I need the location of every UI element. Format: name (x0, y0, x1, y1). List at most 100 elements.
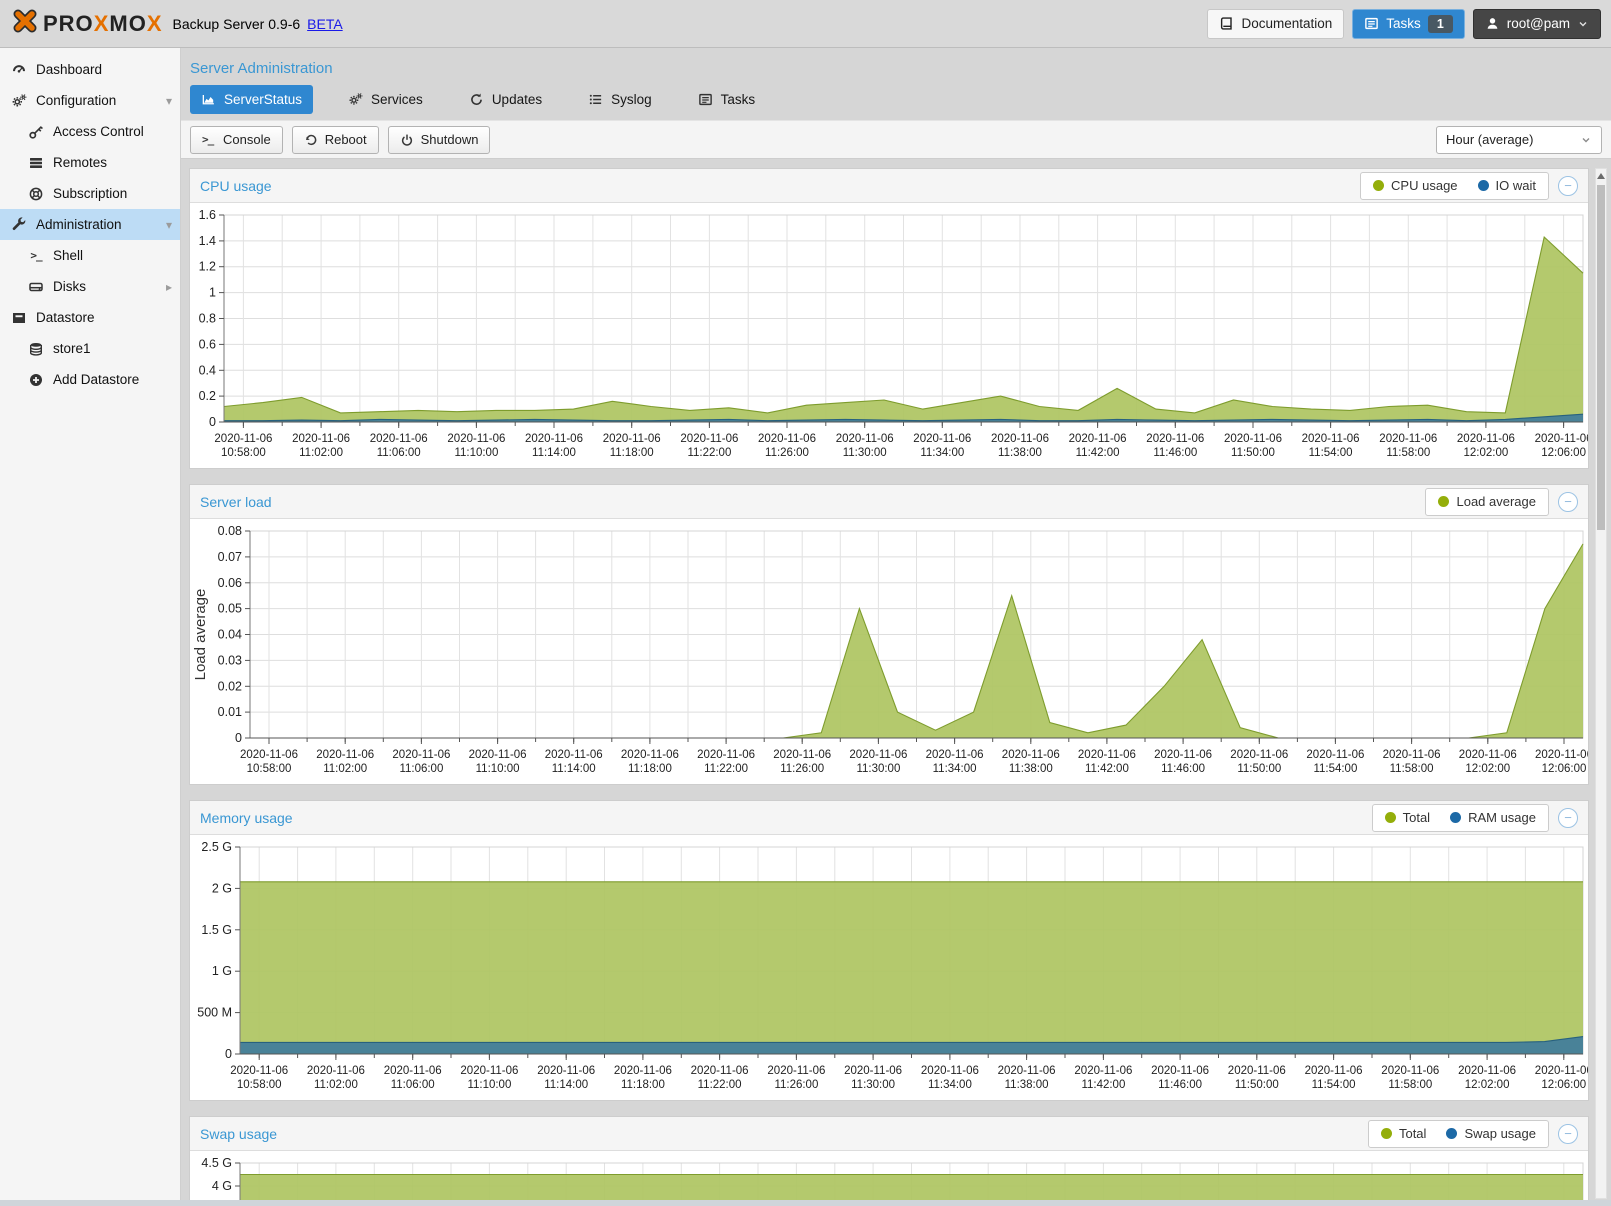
tab-services[interactable]: Services (337, 85, 434, 114)
undo-icon (304, 133, 318, 147)
sidebar-item-store1[interactable]: store1 (0, 333, 180, 364)
sidebar-item-remotes[interactable]: Remotes (0, 147, 180, 178)
svg-text:1.4: 1.4 (199, 234, 216, 248)
svg-text:2020-11-06: 2020-11-06 (849, 749, 907, 761)
documentation-button[interactable]: Documentation (1207, 9, 1344, 39)
timeframe-value: Hour (average) (1446, 132, 1533, 147)
sidebar: Dashboard Configuration ▾ Access ControlRem… (0, 48, 181, 1206)
svg-text:2020-11-06: 2020-11-06 (214, 433, 272, 445)
legend-label: Load average (1456, 494, 1536, 509)
svg-text:11:22:00: 11:22:00 (698, 1079, 742, 1091)
panel-title: Memory usage (200, 810, 293, 826)
reboot-button[interactable]: Reboot (292, 126, 379, 154)
svg-text:2 G: 2 G (212, 881, 232, 895)
legend-label: CPU usage (1391, 178, 1457, 193)
svg-text:0: 0 (225, 1047, 232, 1061)
sidebar-item-label: Dashboard (36, 62, 102, 77)
svg-text:0.08: 0.08 (218, 524, 242, 538)
svg-text:11:06:00: 11:06:00 (391, 1079, 435, 1091)
svg-text:11:30:00: 11:30:00 (843, 447, 887, 459)
chart-svg: 00.010.020.030.040.050.060.070.082020-11… (190, 523, 1588, 782)
legend-item[interactable]: Swap usage (1446, 1126, 1536, 1141)
legend-item[interactable]: IO wait (1478, 178, 1536, 193)
sidebar-item-label: Configuration (36, 93, 116, 108)
vertical-scrollbar[interactable] (1595, 168, 1607, 1199)
server-load-chart: 00.010.020.030.040.050.060.070.082020-11… (190, 519, 1588, 784)
toolbar-button-label: Reboot (325, 132, 367, 147)
gears-icon (348, 92, 363, 107)
sidebar-item-shell[interactable]: >_Shell (0, 240, 180, 271)
tab-serverstatus[interactable]: ServerStatus (190, 85, 313, 114)
toolbar-button-label: Console (223, 132, 271, 147)
sidebar-item-administration[interactable]: Administration ▾ (0, 209, 180, 240)
sidebar-item-label: Administration (36, 217, 122, 232)
scroll-up-arrow-icon[interactable] (1597, 173, 1605, 179)
svg-text:2020-11-06: 2020-11-06 (758, 433, 816, 445)
legend-label: Total (1399, 1126, 1426, 1141)
svg-text:0.01: 0.01 (218, 705, 242, 719)
header-actions: Documentation Tasks 1 root@pam (1207, 9, 1601, 39)
legend-item[interactable]: Load average (1438, 494, 1536, 509)
key-icon (28, 124, 44, 140)
collapse-panel-button[interactable]: − (1558, 808, 1578, 828)
collapse-panel-button[interactable]: − (1558, 1124, 1578, 1144)
sidebar-item-datastore[interactable]: Datastore (0, 302, 180, 333)
sidebar-item-disks[interactable]: Disks▸ (0, 271, 180, 302)
beta-link[interactable]: BETA (307, 16, 343, 32)
scrollbar-thumb[interactable] (1597, 185, 1605, 530)
shutdown-button[interactable]: Shutdown (388, 126, 491, 154)
svg-text:11:30:00: 11:30:00 (851, 1079, 895, 1091)
tab-tasks[interactable]: Tasks (687, 85, 767, 114)
legend-item[interactable]: Total (1381, 1126, 1426, 1141)
legend-item[interactable]: Total (1385, 810, 1430, 825)
user-menu-button[interactable]: root@pam (1473, 9, 1601, 39)
panel-title: Swap usage (200, 1126, 277, 1142)
svg-text:11:26:00: 11:26:00 (780, 763, 824, 775)
legend-item[interactable]: RAM usage (1450, 810, 1536, 825)
svg-text:11:34:00: 11:34:00 (928, 1079, 972, 1091)
svg-text:1 G: 1 G (212, 964, 232, 978)
user-icon (1485, 16, 1500, 31)
legend-dot-icon (1381, 1128, 1392, 1139)
svg-text:2020-11-06: 2020-11-06 (1151, 1065, 1209, 1077)
svg-text:0.02: 0.02 (218, 679, 242, 693)
power-icon (400, 133, 414, 147)
svg-text:10:58:00: 10:58:00 (221, 447, 266, 459)
svg-text:0.4: 0.4 (199, 363, 216, 377)
svg-text:11:18:00: 11:18:00 (621, 1079, 665, 1091)
box-icon (11, 310, 27, 326)
collapse-panel-button[interactable]: − (1558, 492, 1578, 512)
legend-item[interactable]: CPU usage (1373, 178, 1457, 193)
tab-updates[interactable]: Updates (458, 85, 553, 114)
collapse-panel-button[interactable]: − (1558, 176, 1578, 196)
tasks-button[interactable]: Tasks 1 (1352, 9, 1464, 39)
svg-text:11:22:00: 11:22:00 (704, 763, 748, 775)
svg-text:2020-11-06: 2020-11-06 (460, 1065, 518, 1077)
legend-label: RAM usage (1468, 810, 1536, 825)
sidebar-item-subscription[interactable]: Subscription (0, 178, 180, 209)
chevron-right-icon[interactable]: ▸ (166, 280, 172, 294)
timeframe-select[interactable]: Hour (average) (1436, 126, 1602, 154)
chevron-down-icon[interactable]: ▾ (166, 218, 172, 232)
sidebar-item-configuration[interactable]: Configuration ▾ (0, 85, 180, 116)
panel-header: Swap usage Total Swap usage − (190, 1117, 1588, 1151)
panel-title: CPU usage (200, 178, 272, 194)
sidebar-item-dashboard[interactable]: Dashboard (0, 54, 180, 85)
legend-dot-icon (1450, 812, 1461, 823)
chevron-down-icon[interactable]: ▾ (166, 94, 172, 108)
console-button[interactable]: >_Console (190, 126, 283, 154)
tab-label: Updates (492, 92, 542, 107)
tab-syslog[interactable]: Syslog (577, 85, 663, 114)
sidebar-item-label: Add Datastore (53, 372, 139, 387)
sidebar-item-add-datastore[interactable]: Add Datastore (0, 364, 180, 395)
lifering-icon (28, 186, 44, 202)
svg-text:0: 0 (209, 415, 216, 429)
proxmox-logo-text: PROXMOX (43, 11, 163, 37)
memory-usage-chart: 0500 M1 G1.5 G2 G2.5 G2020-11-0610:58:00… (190, 835, 1588, 1100)
svg-text:2020-11-06: 2020-11-06 (447, 433, 505, 445)
svg-text:0.8: 0.8 (199, 312, 216, 326)
sidebar-item-label: store1 (53, 341, 91, 356)
chart-svg: 0500 M1 G1.5 G2 G2.5 G3 G3.5 G4 G4.5 G20… (190, 1155, 1588, 1206)
app-subtitle: Backup Server 0.9-6 (173, 16, 301, 32)
sidebar-item-access-control[interactable]: Access Control (0, 116, 180, 147)
